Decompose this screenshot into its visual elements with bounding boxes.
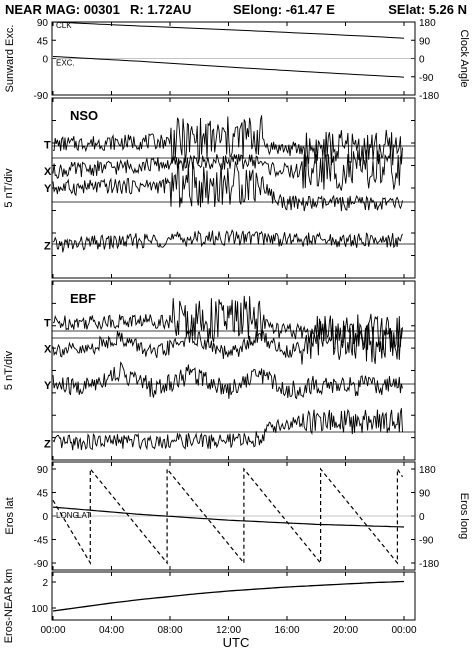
y-axis-label-left: Eros-NEAR km: [3, 569, 15, 644]
y-axis-label-left: 5 nT/div: [3, 350, 15, 390]
panel-label: EBF: [70, 291, 96, 306]
y-tick-label-right: 0: [419, 512, 425, 523]
trace-label-x: X: [44, 166, 52, 178]
x-tick-label: 00:00: [391, 625, 416, 636]
trace-label-t: T: [44, 139, 51, 151]
figure-header: NEAR MAG: 00301 R: 1.72AU SElong: -61.47…: [5, 2, 467, 17]
header-radius: R: 1.72AU: [130, 2, 191, 17]
x-axis: UTC: [223, 635, 250, 650]
trace-y: [52, 361, 403, 400]
trace-t: [52, 115, 403, 167]
series-clk-line: [52, 21, 405, 39]
y-tick-label: 45: [37, 489, 49, 500]
y-tick-label-right: 180: [419, 18, 436, 29]
y-axis-label-right: Clock Angle: [458, 29, 470, 87]
y-tick-label-right: 90: [419, 489, 431, 500]
y-tick-label: 45: [37, 36, 49, 47]
panel-frame: [51, 280, 416, 461]
trace-t: [52, 295, 403, 350]
y-tick-label: 0: [42, 512, 48, 523]
y-tick-label: 90: [37, 465, 49, 476]
series-exc-line: [52, 56, 405, 78]
panel-nso: NSO 5 nT/div T XY Z: [3, 97, 416, 279]
panel-ebf: EBF 5 nT/div T X Y Z: [3, 280, 416, 461]
trace-y: [52, 161, 403, 212]
long-annotation: LONG: [56, 511, 79, 520]
y-tick-label: -90: [34, 559, 49, 570]
y-tick-label-right: 0: [419, 55, 425, 66]
y-axis-label-left: 5 nT/div: [3, 168, 15, 208]
x-tick-label: 00:00: [40, 625, 65, 636]
y-tick-label: 100: [31, 604, 48, 615]
lat-annotation: LAT: [77, 511, 91, 520]
clk-annotation: CLK: [56, 21, 72, 30]
y-tick-label-right: 90: [419, 36, 431, 47]
y-axis-label-left: Eros lat: [4, 497, 16, 534]
panel-frame: [51, 571, 416, 621]
trace-label-z: Z: [44, 438, 51, 450]
y-tick-label: 90: [37, 18, 49, 29]
y-axis-label-right: Eros long: [458, 493, 470, 539]
panel-label: NSO: [70, 108, 98, 123]
y-tick-label-right: -90: [419, 73, 434, 84]
trace-label-y: Y: [44, 183, 52, 195]
y-tick-label: -45: [34, 536, 49, 547]
exc-annotation: EXC.: [56, 58, 75, 67]
trace-z: [52, 229, 403, 253]
x-tick-label: 20:00: [333, 625, 358, 636]
trace-label-y: Y: [44, 380, 52, 392]
trace-x: [52, 318, 403, 365]
y-tick-label: 0: [42, 55, 48, 66]
header-selat: SElat: 5.26 N: [388, 2, 467, 17]
trace-label-z: Z: [44, 241, 51, 253]
x-tick-label: 12:00: [216, 625, 241, 636]
trace-label-t: T: [44, 318, 51, 330]
y-tick-label-right: -180: [419, 91, 439, 102]
trace-x: [52, 149, 403, 191]
x-tick-label: 04:00: [99, 625, 124, 636]
y-axis-label-left: Sunward Exc.: [4, 25, 16, 93]
panel-eros-near-range: 00:00 04:00 08:00 12:00 16:00 20:00 00:00 100 2 E…: [3, 569, 417, 644]
y-tick-label: -90: [34, 91, 49, 102]
x-axis-label: UTC: [223, 635, 250, 650]
series-range-line: [52, 580, 405, 612]
header-title: NEAR MAG: 00301: [5, 2, 120, 17]
header-selong: SElong: -61.47 E: [233, 2, 335, 17]
y-tick-label-right: 180: [419, 465, 436, 476]
panel-frame: [51, 97, 416, 279]
y-tick-label: 2: [42, 578, 48, 589]
series-lat-line: [52, 506, 405, 528]
x-tick-label: 08:00: [157, 625, 182, 636]
x-tick-label: 16:00: [274, 625, 299, 636]
trace-z: [52, 408, 403, 451]
y-tick-label-right: -90: [419, 536, 434, 547]
trace-label-x: X: [44, 343, 52, 355]
panel-sunward-clock: -90 0 45 90 -180 -90 0 90 180 CLK EXC. Sunward Exc.…: [4, 18, 470, 102]
y-tick-label-right: -180: [419, 559, 439, 570]
